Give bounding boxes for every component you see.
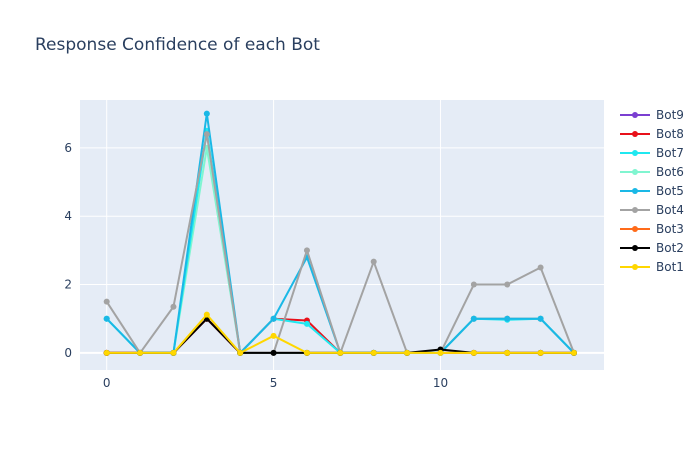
data-point [570, 349, 577, 356]
data-point [303, 320, 310, 327]
legend-item-bot2[interactable]: Bot2 [620, 241, 684, 255]
data-point [103, 298, 110, 305]
data-point [404, 349, 411, 356]
data-point [470, 281, 477, 288]
data-point [170, 349, 177, 356]
legend-swatch-marker [632, 131, 638, 137]
legend-swatch-marker [632, 169, 638, 175]
y-tick-label: 4 [64, 209, 72, 223]
legend-swatch-marker [632, 207, 638, 213]
data-point [504, 349, 511, 356]
data-point [137, 349, 144, 356]
data-point [337, 349, 344, 356]
legend-swatch-marker [632, 226, 638, 232]
legend-label: Bot5 [656, 184, 684, 198]
legend-label: Bot8 [656, 127, 684, 141]
legend-item-bot7[interactable]: Bot7 [620, 146, 684, 160]
legend-item-bot8[interactable]: Bot8 [620, 127, 684, 141]
legend-item-bot9[interactable]: Bot9 [620, 108, 684, 122]
legend-label: Bot3 [656, 222, 684, 236]
data-point [470, 315, 477, 322]
data-point [270, 349, 277, 356]
x-tick-label: 10 [433, 376, 448, 390]
legend-item-bot5[interactable]: Bot5 [620, 184, 684, 198]
data-point [504, 315, 511, 322]
x-tick-label: 0 [103, 376, 111, 390]
legend-label: Bot2 [656, 241, 684, 255]
data-point [537, 315, 544, 322]
legend-label: Bot1 [656, 260, 684, 274]
data-point [203, 311, 210, 318]
legend-item-bot3[interactable]: Bot3 [620, 222, 684, 236]
data-point [103, 315, 110, 322]
legend-swatch-marker [632, 150, 638, 156]
data-point [537, 349, 544, 356]
data-point [203, 110, 210, 117]
data-point [303, 349, 310, 356]
legend-label: Bot6 [656, 165, 684, 179]
data-point [170, 303, 177, 310]
data-point [437, 349, 444, 356]
data-point [270, 332, 277, 339]
data-point [270, 315, 277, 322]
series-bot1 [103, 311, 577, 356]
legend-item-bot4[interactable]: Bot4 [620, 203, 684, 217]
legend-swatch-marker [632, 264, 638, 270]
legend-item-bot6[interactable]: Bot6 [620, 165, 684, 179]
legend-swatch-marker [632, 112, 638, 118]
legend-swatch-marker [632, 245, 638, 251]
data-point [370, 349, 377, 356]
data-point [237, 349, 244, 356]
legend-label: Bot9 [656, 108, 684, 122]
legend-label: Bot7 [656, 146, 684, 160]
data-point [103, 349, 110, 356]
data-point [470, 349, 477, 356]
legend-item-bot1[interactable]: Bot1 [620, 260, 684, 274]
data-point [370, 258, 377, 265]
y-tick-label: 6 [64, 141, 72, 155]
y-tick-label: 2 [64, 278, 72, 292]
chart-title: Response Confidence of each Bot [35, 35, 320, 55]
data-point [203, 131, 210, 138]
plot-area [80, 100, 604, 370]
x-tick-label: 5 [270, 376, 278, 390]
data-point [537, 264, 544, 271]
data-point [504, 281, 511, 288]
legend-label: Bot4 [656, 203, 684, 217]
data-point [303, 247, 310, 254]
y-tick-label: 0 [64, 346, 72, 360]
legend-swatch-marker [632, 188, 638, 194]
